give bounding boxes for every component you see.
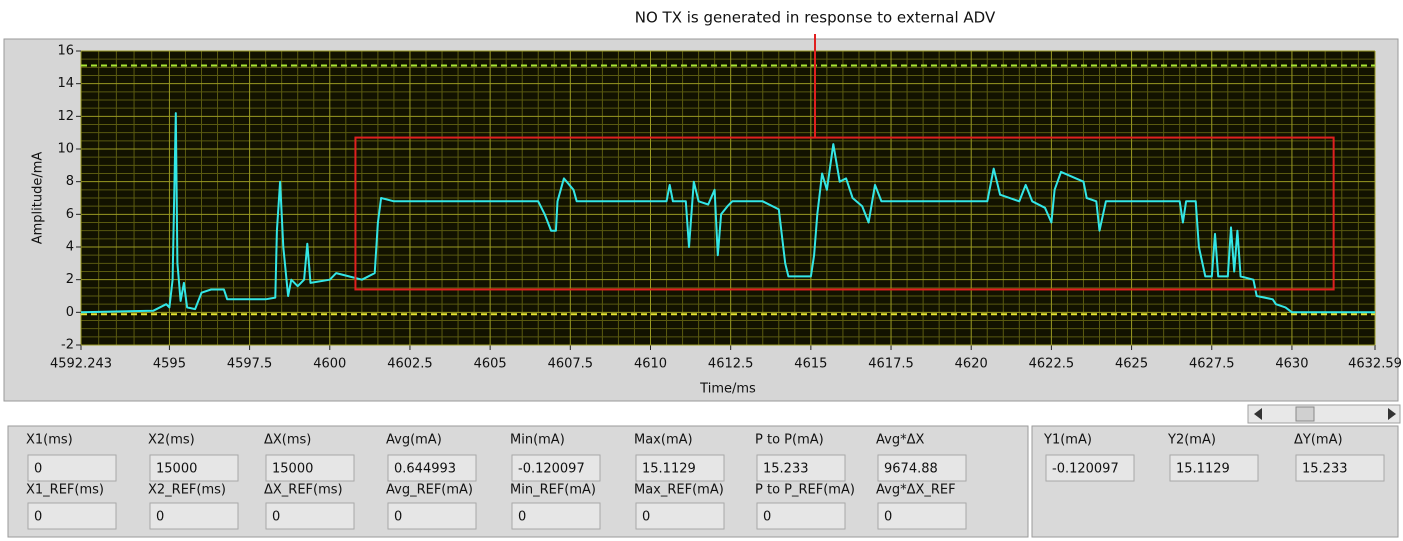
y-tick-label: -2 [61,338,74,353]
x-tick-label: 4612.5 [708,357,754,372]
x-tick-label: 4615 [794,357,827,372]
x-tick-label: 4607.5 [548,357,594,372]
field-label: Y2(mA) [1167,433,1216,448]
x-tick-label: 4620 [955,357,988,372]
field-value: 9674.88 [884,462,938,477]
y-tick-label: 0 [66,305,74,320]
value-box [1295,454,1385,482]
field-value: 0 [394,510,402,525]
value-box [387,454,477,482]
value-box [635,502,725,530]
field-label: X2_REF(ms) [148,483,226,498]
field-label: ΔY(mA) [1294,433,1343,448]
field-value: -0.120097 [1052,462,1119,477]
y-tick-label: 6 [66,207,74,222]
field-value: -0.120097 [518,462,585,477]
value-box [756,454,846,482]
scrollbar[interactable] [1247,404,1401,424]
trace [80,112,1375,314]
highlight-box [354,136,1335,291]
field-value: 0 [518,510,526,525]
value-box [265,502,355,530]
y-tick-label: 12 [57,109,74,124]
value-box [387,502,477,530]
y-tick-label: 4 [66,240,74,255]
value-box [27,502,117,530]
x-axis-label: Time/ms [699,382,756,397]
value-box [149,454,239,482]
field-label: X1(ms) [26,433,73,448]
field-value: 0 [763,510,771,525]
field-label: Avg_REF(mA) [386,483,473,498]
value-box [877,454,967,482]
value-box [511,502,601,530]
x-tick-label: 4605 [474,357,507,372]
value-box [149,502,239,530]
x-tick-label: 4602.5 [387,357,433,372]
field-value: 0 [34,462,42,477]
x-tick-label: 4632.59 [1348,357,1402,372]
field-value: 0 [34,510,42,525]
annotation: NO TX is generated in response to extern… [635,9,996,27]
y-tick-label: 14 [57,76,74,91]
value-box [877,502,967,530]
value-box [756,502,846,530]
field-value: 0 [156,510,164,525]
x-tick-label: 4595 [153,357,186,372]
value-box [1169,454,1259,482]
x-tick-label: 4592.243 [50,357,112,372]
field-label: P to P(mA) [755,433,824,448]
x-tick-label: 4610 [634,357,667,372]
y-tick-label: 10 [57,142,74,157]
scroll-right[interactable] [1388,408,1396,420]
value-box [635,454,725,482]
field-label: P to P_REF(mA) [755,483,855,498]
field-value: 15000 [272,462,313,477]
x-tick-label: 4630 [1275,357,1308,372]
field-label: X2(ms) [148,433,195,448]
field-label: Avg(mA) [386,433,442,448]
field-label: Avg*ΔX_REF [876,483,956,498]
field-label: Max_REF(mA) [634,483,724,498]
field-value: 15.233 [1302,462,1348,477]
field-label: Y1(mA) [1043,433,1092,448]
field-value: 15.1129 [642,462,696,477]
field-value: 0 [642,510,650,525]
field-label: Max(mA) [634,433,693,448]
field-value: 0.644993 [394,462,456,477]
x-tick-label: 4597.5 [227,357,273,372]
x-tick-label: 4600 [313,357,346,372]
value-box [265,454,355,482]
field-label: Avg*ΔX [876,433,924,448]
y-tick-label: 8 [66,174,74,189]
x-tick-label: 4627.5 [1189,357,1235,372]
field-label: Min(mA) [510,433,565,448]
value-box [1045,454,1135,482]
scroll-left[interactable] [1254,408,1262,420]
field-label: Min_REF(mA) [510,483,596,498]
field-value: 15000 [156,462,197,477]
field-label: X1_REF(ms) [26,483,104,498]
value-box [27,454,117,482]
y-axis-label: Amplitude/mA [31,152,46,245]
field-value: 0 [884,510,892,525]
field-label: ΔX(ms) [264,433,311,448]
y-tick-label: 16 [57,44,74,59]
value-box [511,454,601,482]
x-tick-label: 4617.5 [868,357,914,372]
field-value: 15.233 [763,462,809,477]
field-value: 0 [272,510,280,525]
scroll-thumb[interactable] [1295,406,1315,422]
field-value: 15.1129 [1176,462,1230,477]
field-label: ΔX_REF(ms) [264,483,343,498]
x-tick-label: 4622.5 [1029,357,1075,372]
y-tick-label: 2 [66,272,74,287]
x-tick-label: 4625 [1115,357,1148,372]
